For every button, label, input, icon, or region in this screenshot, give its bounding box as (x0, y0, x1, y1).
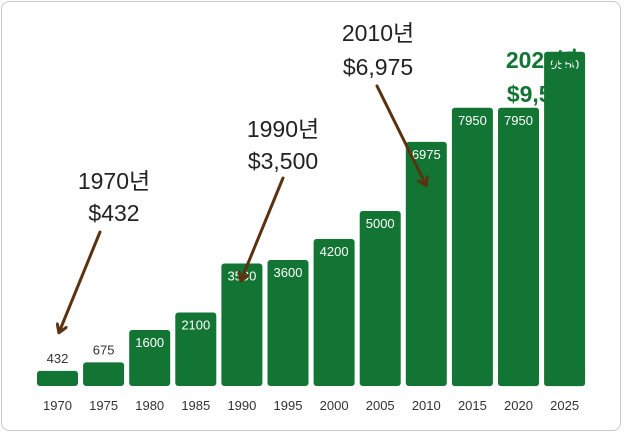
bar-1990 (221, 263, 263, 386)
annotation-value-2025: $9,550 (507, 81, 577, 107)
x-tick-1975: 1975 (89, 398, 118, 413)
x-tick-1985: 1985 (181, 398, 210, 413)
bar-1995 (267, 260, 309, 386)
data-label-1995: 3600 (274, 265, 303, 280)
data-label-2000: 4200 (320, 244, 349, 259)
x-tick-1990: 1990 (227, 398, 256, 413)
bar-1970 (37, 370, 78, 386)
bar-2010 (405, 141, 447, 386)
data-label-1970: 432 (47, 351, 69, 366)
annotation-year-2025: 2025년 (506, 47, 578, 73)
x-tick-2020: 2020 (504, 398, 533, 413)
x-tick-2010: 2010 (412, 398, 441, 413)
data-label-2010: 6975 (412, 147, 441, 162)
bar-1985 (175, 312, 217, 386)
annotation-arrow-1970 (60, 230, 102, 330)
x-axis-ticks: 1970 1975 1980 1985 1990 1995 2000 2005 2010 2015… (43, 398, 579, 413)
data-label-1980: 1600 (135, 335, 164, 350)
annotation-year-2010: 2010년 (342, 20, 414, 46)
bar-2000 (313, 239, 355, 386)
x-tick-2005: 2005 (366, 398, 395, 413)
annotations-group: 1970년 $432 1990년 $3,500 2010년 $6,975 2025년 $9,5… (60, 20, 578, 330)
x-tick-2025: 2025 (550, 398, 579, 413)
data-labels-group: 4326751600210035003600420050006975795079… (47, 57, 579, 366)
annotation-arrow-2010 (375, 84, 425, 183)
data-label-1975: 675 (93, 342, 115, 357)
bar-2025 (544, 51, 586, 387)
bar-2005 (359, 211, 401, 386)
annotation-arrow-1990 (242, 176, 285, 278)
bar-2015 (451, 107, 493, 387)
bar-1980 (129, 330, 171, 386)
bar-2020 (498, 107, 539, 387)
x-tick-2015: 2015 (458, 398, 487, 413)
x-tick-1970: 1970 (43, 398, 72, 413)
data-label-2020: 7950 (504, 113, 533, 128)
bars-group (37, 51, 586, 387)
annotation-value-2010: $6,975 (343, 54, 413, 80)
x-tick-1980: 1980 (135, 398, 164, 413)
data-label-2025: 9550 (550, 57, 579, 72)
annotation-year-1990: 1990년 (247, 116, 319, 142)
data-label-2005: 5000 (366, 216, 395, 231)
data-label-1985: 2100 (181, 318, 210, 333)
data-label-2015: 7950 (458, 113, 487, 128)
bar-1975 (83, 362, 125, 386)
annotation-value-1970: $432 (88, 200, 139, 226)
annotation-value-1990: $3,500 (248, 148, 318, 174)
x-tick-1995: 1995 (274, 398, 303, 413)
annotation-year-1970: 1970년 (78, 168, 150, 194)
x-tick-2000: 2000 (320, 398, 349, 413)
